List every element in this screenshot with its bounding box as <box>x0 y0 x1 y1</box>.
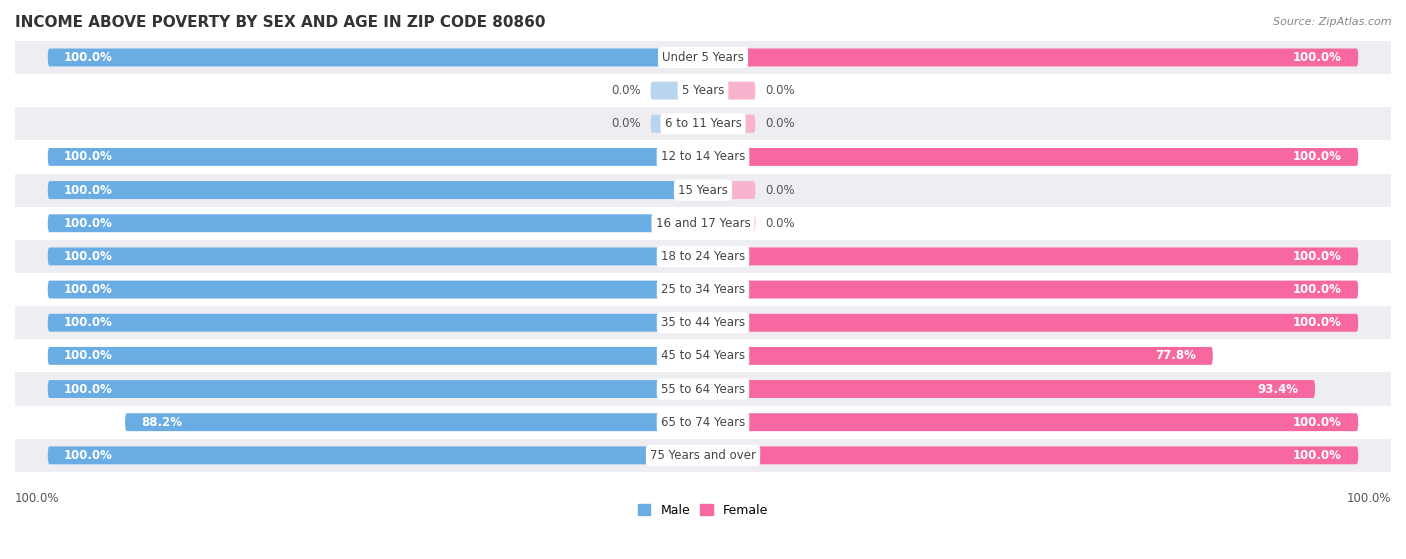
Text: 35 to 44 Years: 35 to 44 Years <box>661 316 745 329</box>
FancyBboxPatch shape <box>703 447 1358 465</box>
FancyBboxPatch shape <box>651 115 703 132</box>
Text: 16 and 17 Years: 16 and 17 Years <box>655 217 751 230</box>
Text: 93.4%: 93.4% <box>1257 382 1299 396</box>
Text: 55 to 64 Years: 55 to 64 Years <box>661 382 745 396</box>
FancyBboxPatch shape <box>48 347 703 365</box>
Text: 25 to 34 Years: 25 to 34 Years <box>661 283 745 296</box>
Text: 100.0%: 100.0% <box>1294 250 1341 263</box>
FancyBboxPatch shape <box>703 248 1358 266</box>
Text: 100.0%: 100.0% <box>65 316 112 329</box>
Text: 100.0%: 100.0% <box>1294 449 1341 462</box>
Bar <box>15 306 1391 339</box>
FancyBboxPatch shape <box>48 49 703 67</box>
Text: 5 Years: 5 Years <box>682 84 724 97</box>
Text: 75 Years and over: 75 Years and over <box>650 449 756 462</box>
Text: 100.0%: 100.0% <box>65 150 112 163</box>
Text: 100.0%: 100.0% <box>1347 492 1391 505</box>
FancyBboxPatch shape <box>125 413 703 431</box>
Text: Source: ZipAtlas.com: Source: ZipAtlas.com <box>1274 17 1392 27</box>
FancyBboxPatch shape <box>703 281 1358 299</box>
Text: 0.0%: 0.0% <box>765 183 794 197</box>
Text: 100.0%: 100.0% <box>65 217 112 230</box>
Bar <box>15 107 1391 140</box>
Text: 77.8%: 77.8% <box>1156 349 1197 362</box>
Text: 0.0%: 0.0% <box>612 117 641 130</box>
FancyBboxPatch shape <box>703 82 755 100</box>
Text: 100.0%: 100.0% <box>1294 283 1341 296</box>
Text: 100.0%: 100.0% <box>65 250 112 263</box>
FancyBboxPatch shape <box>48 214 703 232</box>
FancyBboxPatch shape <box>703 347 1213 365</box>
Legend: Male, Female: Male, Female <box>633 499 773 522</box>
Bar <box>15 173 1391 207</box>
FancyBboxPatch shape <box>703 181 755 199</box>
Bar <box>15 273 1391 306</box>
FancyBboxPatch shape <box>48 181 703 199</box>
Text: 15 Years: 15 Years <box>678 183 728 197</box>
FancyBboxPatch shape <box>48 314 703 331</box>
FancyBboxPatch shape <box>651 82 703 100</box>
FancyBboxPatch shape <box>48 281 703 299</box>
Text: 100.0%: 100.0% <box>15 492 59 505</box>
Bar <box>15 372 1391 406</box>
Text: 45 to 54 Years: 45 to 54 Years <box>661 349 745 362</box>
Bar <box>15 207 1391 240</box>
Text: 100.0%: 100.0% <box>65 283 112 296</box>
Text: 100.0%: 100.0% <box>1294 51 1341 64</box>
FancyBboxPatch shape <box>48 148 703 166</box>
Text: 100.0%: 100.0% <box>65 183 112 197</box>
FancyBboxPatch shape <box>48 248 703 266</box>
Bar <box>15 240 1391 273</box>
Bar <box>15 439 1391 472</box>
FancyBboxPatch shape <box>703 380 1315 398</box>
Text: 65 to 74 Years: 65 to 74 Years <box>661 416 745 429</box>
FancyBboxPatch shape <box>703 49 1358 67</box>
Text: 100.0%: 100.0% <box>65 349 112 362</box>
Text: 0.0%: 0.0% <box>765 217 794 230</box>
FancyBboxPatch shape <box>703 148 1358 166</box>
FancyBboxPatch shape <box>48 447 703 465</box>
Bar <box>15 406 1391 439</box>
Bar <box>15 339 1391 372</box>
Text: 100.0%: 100.0% <box>65 382 112 396</box>
Text: 100.0%: 100.0% <box>1294 150 1341 163</box>
Text: 88.2%: 88.2% <box>142 416 183 429</box>
Text: 100.0%: 100.0% <box>1294 416 1341 429</box>
Text: 18 to 24 Years: 18 to 24 Years <box>661 250 745 263</box>
FancyBboxPatch shape <box>703 214 755 232</box>
FancyBboxPatch shape <box>703 413 1358 431</box>
Bar <box>15 74 1391 107</box>
Text: Under 5 Years: Under 5 Years <box>662 51 744 64</box>
Bar <box>15 41 1391 74</box>
Text: INCOME ABOVE POVERTY BY SEX AND AGE IN ZIP CODE 80860: INCOME ABOVE POVERTY BY SEX AND AGE IN Z… <box>15 15 546 30</box>
FancyBboxPatch shape <box>703 115 755 132</box>
Text: 0.0%: 0.0% <box>765 117 794 130</box>
Text: 6 to 11 Years: 6 to 11 Years <box>665 117 741 130</box>
Text: 12 to 14 Years: 12 to 14 Years <box>661 150 745 163</box>
FancyBboxPatch shape <box>703 314 1358 331</box>
Text: 100.0%: 100.0% <box>1294 316 1341 329</box>
Text: 100.0%: 100.0% <box>65 51 112 64</box>
Text: 100.0%: 100.0% <box>65 449 112 462</box>
Text: 0.0%: 0.0% <box>765 84 794 97</box>
Text: 0.0%: 0.0% <box>612 84 641 97</box>
Bar <box>15 140 1391 173</box>
FancyBboxPatch shape <box>48 380 703 398</box>
